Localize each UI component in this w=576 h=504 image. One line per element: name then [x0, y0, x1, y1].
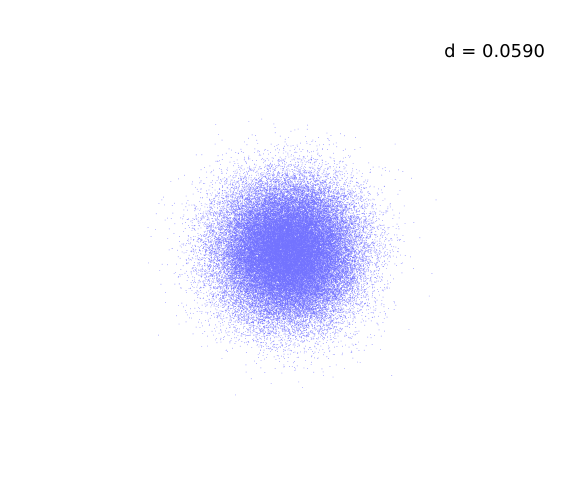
point-cloud — [147, 118, 437, 396]
d-value-annotation: d = 0.0590 — [444, 41, 545, 62]
scatter-points — [147, 118, 437, 396]
